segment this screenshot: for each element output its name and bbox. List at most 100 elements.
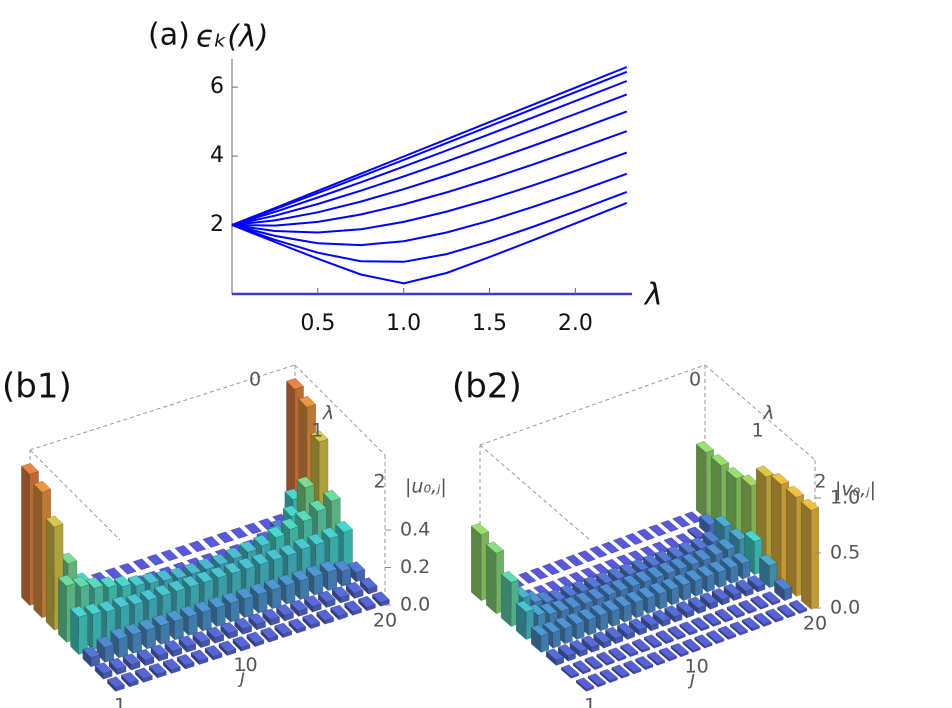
- bar-front: [730, 564, 739, 584]
- bar-top: [331, 586, 350, 598]
- x-tick-label: 20: [803, 613, 827, 635]
- bar-top: [604, 626, 624, 639]
- bar-top: [206, 626, 225, 638]
- bar-top: [138, 618, 157, 631]
- bar-front: [540, 632, 550, 653]
- y-tick-label: 1: [752, 419, 764, 441]
- bar-top: [176, 654, 195, 666]
- bar-front: [272, 586, 282, 610]
- bar: [612, 537, 632, 550]
- bar-top: [747, 574, 766, 587]
- bar-top: [190, 649, 209, 662]
- bar-top: [308, 499, 327, 512]
- bar-top: [565, 554, 584, 567]
- bar: [316, 609, 335, 625]
- bar-top: [619, 563, 638, 575]
- x-tick-label: 1: [114, 695, 126, 708]
- bar-top: [649, 582, 668, 595]
- bar: [667, 625, 686, 641]
- bar-top: [666, 545, 686, 558]
- bar-top: [221, 592, 240, 604]
- bar-top: [192, 630, 211, 643]
- bar-top: [706, 630, 725, 642]
- bar-front: [635, 599, 644, 619]
- bar-top: [654, 550, 674, 562]
- bar-top: [335, 520, 354, 533]
- bar-top: [551, 599, 570, 612]
- bar-top: [57, 574, 76, 587]
- bar-top: [773, 578, 793, 590]
- z-tick-label: 0.2: [400, 556, 430, 578]
- y-tick-label: 4: [210, 143, 224, 168]
- bar-top: [220, 621, 239, 634]
- bar: [260, 627, 279, 643]
- bar-top: [134, 667, 153, 679]
- y-tick-label: 1: [311, 419, 323, 441]
- bar-top: [280, 518, 299, 530]
- bar-top: [235, 587, 254, 600]
- bar-top: [762, 591, 781, 604]
- bar-top: [317, 590, 336, 603]
- bar-top: [260, 627, 279, 639]
- bar-top: [587, 673, 607, 686]
- bar-side: [800, 501, 812, 610]
- bar: [750, 595, 769, 610]
- bar-top: [174, 545, 193, 557]
- bar: [631, 638, 651, 654]
- bar-front: [286, 582, 296, 605]
- bar-top: [743, 530, 763, 543]
- bar-top: [345, 581, 364, 594]
- bar: [246, 631, 265, 648]
- bar: [218, 640, 237, 657]
- bar: [120, 671, 139, 688]
- bar-top: [82, 646, 101, 658]
- bar: [572, 660, 592, 675]
- curve: [231, 80, 628, 226]
- bar: [658, 647, 678, 662]
- bar-side: [21, 465, 30, 607]
- bar: [150, 644, 169, 662]
- bar-top: [160, 549, 179, 562]
- bar-top: [110, 627, 129, 640]
- bar: [96, 636, 115, 664]
- bar-top: [664, 605, 683, 618]
- bar: [672, 515, 691, 528]
- bar-top: [755, 465, 775, 478]
- bar-top: [294, 509, 313, 522]
- z-tick-label: 0.4: [400, 519, 430, 541]
- bar: [289, 599, 308, 618]
- bar-top: [371, 591, 390, 603]
- bar: [178, 635, 197, 653]
- bar: [758, 554, 778, 589]
- bar: [132, 558, 151, 570]
- bar-top: [181, 575, 200, 588]
- bar-top: [152, 614, 171, 627]
- y-tick-label: 6: [210, 74, 224, 99]
- bar-top: [672, 515, 691, 528]
- bar-top: [684, 569, 704, 582]
- bar: [331, 586, 350, 604]
- bar-top: [169, 567, 188, 579]
- bar-top: [708, 560, 727, 573]
- bar: [192, 630, 211, 649]
- bar-top: [234, 617, 253, 630]
- x-tick-label: 10: [684, 656, 708, 678]
- bar: [164, 639, 183, 658]
- bar: [670, 643, 689, 658]
- bar-top: [725, 466, 745, 479]
- bar-top: [545, 648, 565, 661]
- bar: [134, 667, 153, 684]
- bar-top: [560, 664, 580, 677]
- bar-top: [646, 651, 666, 664]
- bar: [560, 664, 580, 679]
- bar-top: [643, 634, 663, 647]
- bar: [565, 554, 584, 567]
- bar-top: [291, 569, 310, 582]
- bar-front: [683, 582, 692, 602]
- bar: [589, 545, 608, 558]
- bar: [699, 592, 719, 610]
- bar-top: [800, 498, 820, 511]
- bar: [646, 651, 666, 667]
- box-edge: [294, 364, 386, 456]
- bar: [577, 550, 596, 563]
